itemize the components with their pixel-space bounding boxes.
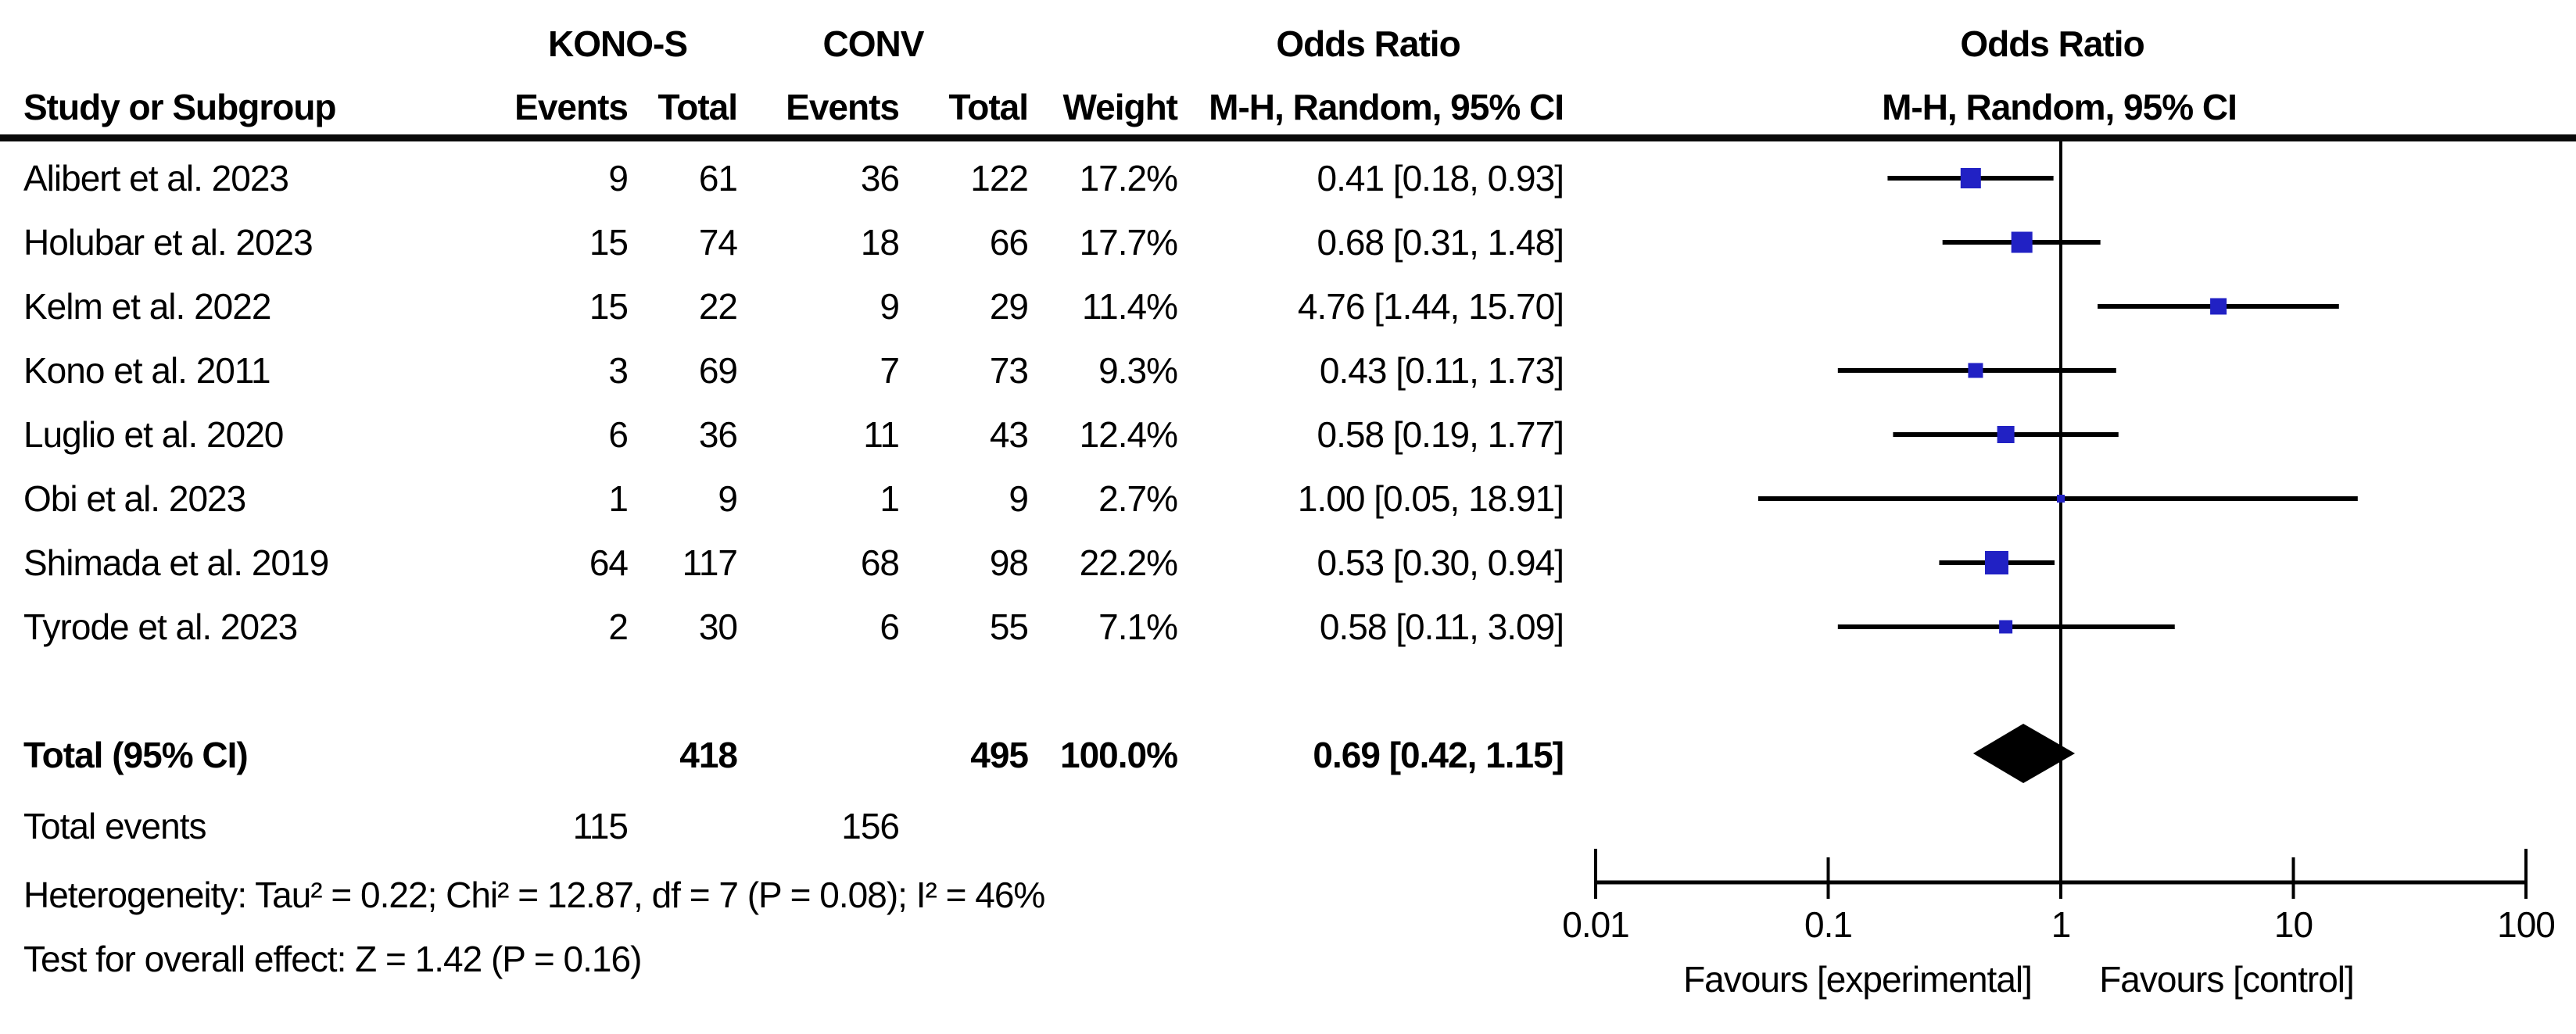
conv-total-cell: 9 <box>1009 478 1029 519</box>
kono-events-cell: 3 <box>608 350 629 391</box>
or-marker <box>2011 231 2033 253</box>
x-axis-tick-label: 100 <box>2497 904 2556 945</box>
study-name-cell: Kelm et al. 2022 <box>23 286 271 327</box>
or-ci-cell: 0.58 [0.11, 3.09] <box>1319 606 1564 647</box>
column-group-conv: CONV <box>822 23 925 64</box>
conv-total-cell: 43 <box>989 414 1029 455</box>
conv-events-cell: 6 <box>880 606 900 647</box>
total-kono-total-cell: 418 <box>679 735 738 775</box>
weight-cell: 17.2% <box>1079 158 1178 199</box>
weight-cell: 17.7% <box>1079 222 1178 263</box>
heterogeneity-stats: Heterogeneity: Tau² = 0.22; Chi² = 12.87… <box>23 875 1045 915</box>
favours-control-label: Favours [control] <box>2099 959 2355 1000</box>
study-name-cell: Holubar et al. 2023 <box>23 222 313 263</box>
x-axis-tick-label: 0.1 <box>1804 904 1853 945</box>
total-conv-total-cell: 495 <box>970 735 1029 775</box>
weight-cell: 2.7% <box>1098 478 1178 519</box>
column-header-conv-events: Events <box>786 87 900 127</box>
or-ci-cell: 0.53 [0.30, 0.94] <box>1317 542 1565 583</box>
conv-events-cell: 11 <box>863 414 900 455</box>
x-axis-tick-label: 10 <box>2273 904 2313 945</box>
x-axis-tick-label: 0.01 <box>1562 904 1630 945</box>
or-marker <box>2057 495 2065 503</box>
total-events-label-cell: Total events <box>23 806 206 846</box>
weight-cell: 11.4% <box>1081 286 1178 327</box>
or-ci-cell: 0.43 [0.11, 1.73] <box>1319 350 1564 391</box>
kono-total-cell: 22 <box>698 286 738 327</box>
column-header-study: Study or Subgroup <box>23 87 337 127</box>
kono-events-cell: 64 <box>589 542 629 583</box>
kono-total-cell: 74 <box>698 222 738 263</box>
total-or-ci-cell: 0.69 [0.42, 1.15] <box>1313 735 1564 775</box>
kono-total-cell: 36 <box>698 414 738 455</box>
or-ci-cell: 1.00 [0.05, 18.91] <box>1297 478 1564 519</box>
pooled-diamond <box>1972 724 2076 783</box>
or-marker <box>1968 363 1983 378</box>
odds-ratio-header-text-column: Odds Ratio <box>1276 23 1460 64</box>
overall-effect-stats: Test for overall effect: Z = 1.42 (P = 0… <box>23 939 642 979</box>
kono-total-cell: 117 <box>682 542 738 583</box>
favours-experimental-label: Favours [experimental] <box>1683 959 2033 1000</box>
or-ci-cell: 0.41 [0.18, 0.93] <box>1317 158 1565 199</box>
weight-cell: 12.4% <box>1079 414 1178 455</box>
study-name-cell: Shimada et al. 2019 <box>23 542 329 583</box>
conv-events-cell: 1 <box>880 478 900 519</box>
column-header-kono-events: Events <box>514 87 629 127</box>
kono-events-cell: 15 <box>589 222 629 263</box>
conv-events-cell: 7 <box>880 350 900 391</box>
kono-events-cell: 1 <box>608 478 629 519</box>
conv-events-cell: 18 <box>860 222 900 263</box>
header-rule <box>0 134 2576 141</box>
conv-total-cell: 122 <box>970 158 1029 199</box>
odds-ratio-header-plot-column: Odds Ratio <box>1960 23 2144 64</box>
kono-events-cell: 2 <box>608 606 629 647</box>
kono-events-cell: 9 <box>608 158 629 199</box>
conv-total-cell: 98 <box>989 542 1029 583</box>
x-axis-tick-label: 1 <box>2051 904 2072 945</box>
column-header-weight: Weight <box>1062 87 1178 127</box>
conv-total-cell: 55 <box>989 606 1029 647</box>
weight-cell: 22.2% <box>1079 542 1178 583</box>
conv-total-cell: 66 <box>989 222 1029 263</box>
or-marker <box>2210 298 2227 315</box>
kono-events-cell: 6 <box>608 414 629 455</box>
column-header-mh-ci-plot: M-H, Random, 95% CI <box>1882 87 2237 127</box>
conv-events-cell: 9 <box>880 286 900 327</box>
weight-cell: 9.3% <box>1098 350 1178 391</box>
kono-events-cell: 15 <box>589 286 629 327</box>
total-label-cell: Total (95% CI) <box>23 735 249 775</box>
or-ci-cell: 0.58 [0.19, 1.77] <box>1317 414 1565 455</box>
conv-events-cell: 36 <box>860 158 900 199</box>
study-name-cell: Obi et al. 2023 <box>23 478 246 519</box>
column-group-kono-s: KONO-S <box>548 23 688 64</box>
total-events-kono-cell: 115 <box>572 806 629 846</box>
kono-total-cell: 61 <box>698 158 738 199</box>
or-marker <box>1999 620 2013 634</box>
or-marker <box>1997 426 2015 443</box>
or-ci-cell: 0.68 [0.31, 1.48] <box>1317 222 1565 263</box>
kono-total-cell: 30 <box>698 606 738 647</box>
total-events-conv-cell: 156 <box>841 806 900 846</box>
column-header-mh-ci-text: M-H, Random, 95% CI <box>1209 87 1564 127</box>
or-ci-cell: 4.76 [1.44, 15.70] <box>1297 286 1564 327</box>
total-weight-cell: 100.0% <box>1059 735 1178 775</box>
study-name-cell: Luglio et al. 2020 <box>23 414 284 455</box>
kono-total-cell: 69 <box>698 350 738 391</box>
conv-events-cell: 68 <box>860 542 900 583</box>
weight-cell: 7.1% <box>1098 606 1178 647</box>
kono-total-cell: 9 <box>718 478 738 519</box>
study-name-cell: Kono et al. 2011 <box>23 350 271 391</box>
or-marker <box>1960 168 1981 188</box>
study-name-cell: Alibert et al. 2023 <box>23 158 289 199</box>
conv-total-cell: 73 <box>989 350 1029 391</box>
or-marker <box>1984 551 2008 574</box>
study-name-cell: Tyrode et al. 2023 <box>23 606 298 647</box>
column-header-kono-total: Total <box>657 87 738 127</box>
conv-total-cell: 29 <box>989 286 1029 327</box>
column-header-conv-total: Total <box>948 87 1029 127</box>
